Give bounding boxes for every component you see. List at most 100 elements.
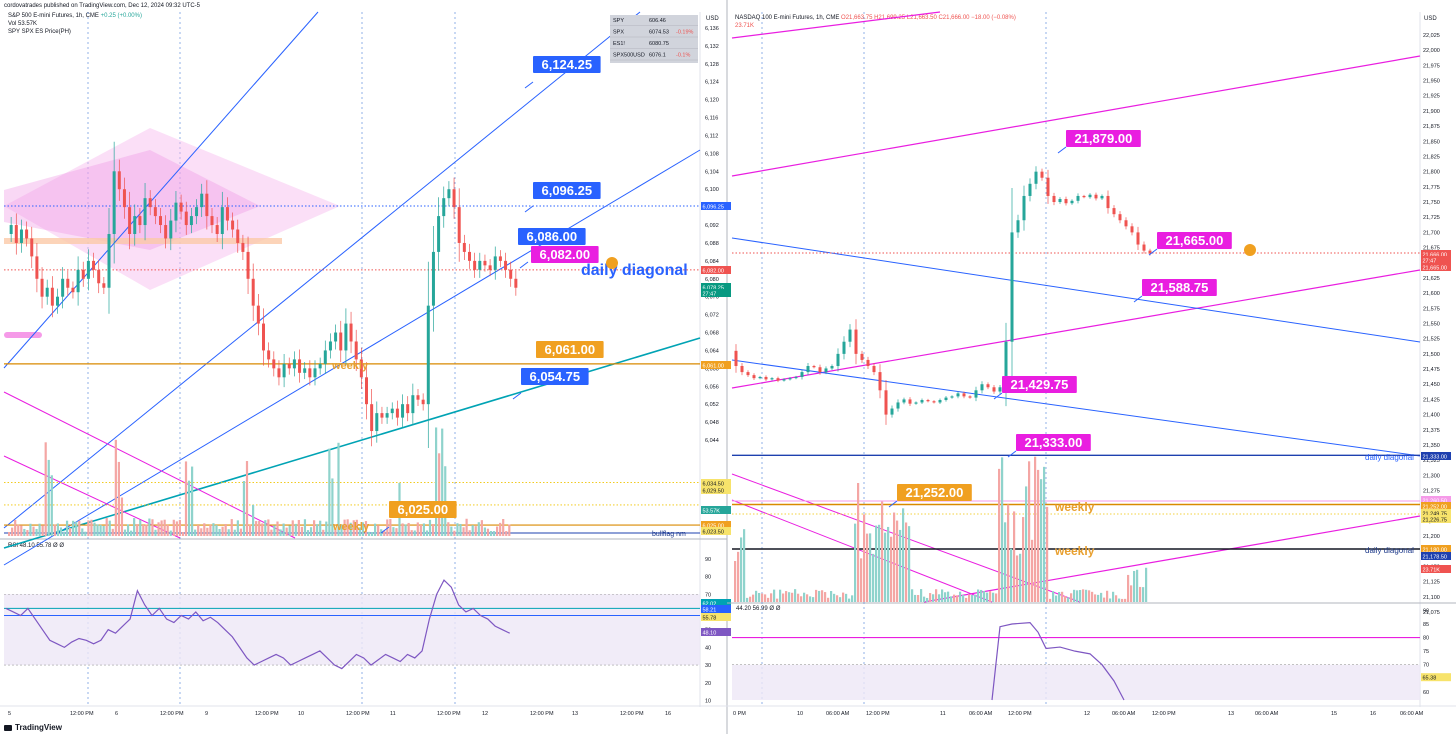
- right-volume-bar: [1037, 469, 1040, 602]
- right-axis-badge-1-bg: [1421, 256, 1451, 264]
- right-candle: [1004, 341, 1008, 388]
- right-volume-bar: [926, 597, 929, 602]
- left-volume-bar: [279, 529, 282, 536]
- right-axis-badge-8: 21,180.00: [1423, 547, 1447, 553]
- right-price-label-3-bg: [1002, 376, 1077, 393]
- right-volume-bar: [980, 589, 983, 602]
- right-candle: [1130, 226, 1134, 233]
- left-volume-bar: [496, 526, 499, 536]
- left-candle: [236, 229, 240, 243]
- right-callout-pointer: [1007, 450, 1017, 458]
- right-candle: [848, 329, 852, 342]
- right-volume-bar: [1031, 539, 1034, 602]
- watchlist-symbol: SPY: [613, 18, 624, 24]
- left-volume-bar: [425, 530, 429, 536]
- left-volume-bar: [374, 523, 377, 536]
- left-volume-bar: [50, 475, 53, 536]
- left-compare: SPY SPX ES Price(PH): [8, 29, 71, 35]
- left-volume-bar: [343, 519, 346, 536]
- left-axis-badge-9-bg: [701, 527, 731, 535]
- right-y-tick: 21,075: [1423, 610, 1440, 616]
- left-volume-bar: [139, 519, 142, 536]
- right-volume-bar: [788, 592, 791, 602]
- left-candle: [349, 323, 353, 342]
- left-volume-bar: [239, 528, 242, 536]
- left-axis-badge-1: 6,082.00: [703, 268, 724, 274]
- right-candle: [734, 350, 738, 367]
- right-volume-bar: [1016, 555, 1019, 602]
- left-volume-bar: [8, 531, 11, 536]
- left-candle: [262, 323, 265, 351]
- left-callout-pointer: [524, 205, 534, 213]
- right-volume-bar: [1025, 486, 1028, 602]
- right-candle: [1034, 171, 1038, 184]
- left-volume-bar: [133, 518, 136, 536]
- left-candle: [339, 332, 343, 351]
- left-annotation-weekly-2: weekly: [332, 521, 370, 533]
- left-volume-bar: [233, 529, 236, 536]
- right-volume-bar: [1001, 457, 1004, 602]
- right-candle: [896, 402, 900, 409]
- left-volume-bar: [364, 521, 368, 536]
- right-volume-bar: [1022, 517, 1025, 602]
- left-candle: [292, 359, 296, 369]
- left-axis-badge-3-bg: [701, 289, 731, 297]
- left-candle: [174, 202, 178, 221]
- left-pink-zone: [4, 128, 340, 290]
- left-volume-bar: [111, 528, 114, 536]
- right-candle: [914, 402, 918, 404]
- left-price-label-1-bg: [533, 182, 601, 199]
- right-volume-bar: [734, 560, 737, 602]
- right-volume-bar: [1085, 589, 1088, 602]
- right-candle: [1046, 177, 1050, 196]
- left-volume-bar: [267, 519, 270, 536]
- left-rsi-tick: 30: [705, 663, 711, 669]
- left-volume-bar: [270, 529, 273, 536]
- right-y-tick: 21,950: [1423, 79, 1440, 85]
- left-rsi-tick: 70: [705, 592, 711, 598]
- left-candle: [272, 359, 276, 369]
- right-candle: [878, 372, 882, 391]
- left-candle: [401, 404, 405, 418]
- right-volume-bar: [956, 595, 959, 602]
- left-candle: [488, 265, 492, 270]
- left-candle: [97, 269, 101, 284]
- right-volume-bar: [1106, 590, 1109, 602]
- left-rsi-tick: 80: [705, 575, 711, 581]
- left-volume-bar: [72, 520, 75, 536]
- left-price-label-0: 6,124.25: [541, 57, 592, 72]
- right-volume-bar: [797, 593, 800, 602]
- right-volume-bar: [755, 590, 758, 602]
- left-candle: [498, 256, 502, 261]
- left-candle: [195, 207, 199, 217]
- right-volume-bar: [1046, 506, 1049, 602]
- right-axis-badge-6-bg: [1421, 509, 1451, 517]
- right-candle: [788, 378, 792, 380]
- left-channel-upper: [3, 11, 319, 369]
- left-volume-bar: [181, 531, 185, 536]
- left-volume-bar: [194, 529, 197, 536]
- right-y-tick: 21,350: [1423, 443, 1440, 449]
- left-volume-bar: [87, 520, 90, 536]
- right-volume-bar: [815, 589, 818, 602]
- left-volume-bar: [471, 525, 474, 536]
- left-volume-bar: [38, 523, 41, 536]
- right-candle: [1064, 198, 1068, 204]
- right-volume-bar: [776, 598, 779, 602]
- left-y-tick: 6,108: [705, 151, 719, 157]
- left-x-tick: 12:00 PM: [255, 711, 279, 717]
- left-volume-bar: [248, 524, 252, 536]
- right-price-label-2: 21,588.75: [1150, 280, 1208, 295]
- right-symbol[interactable]: NASDAQ 100 E-mini Futures, 1h, CME: [735, 15, 840, 21]
- left-volume-bar: [145, 524, 148, 536]
- left-volume-bar: [413, 530, 416, 536]
- right-candle: [770, 378, 774, 380]
- right-rsi-band: [732, 664, 1420, 700]
- left-symbol[interactable]: S&P 500 E-mini Futures, 1h, CME: [8, 13, 99, 19]
- left-volume-bar: [212, 523, 215, 536]
- left-volume-bar: [200, 528, 203, 536]
- right-volume-bar: [1118, 598, 1121, 602]
- left-candle: [19, 229, 23, 243]
- right-volume-bar: [767, 597, 770, 602]
